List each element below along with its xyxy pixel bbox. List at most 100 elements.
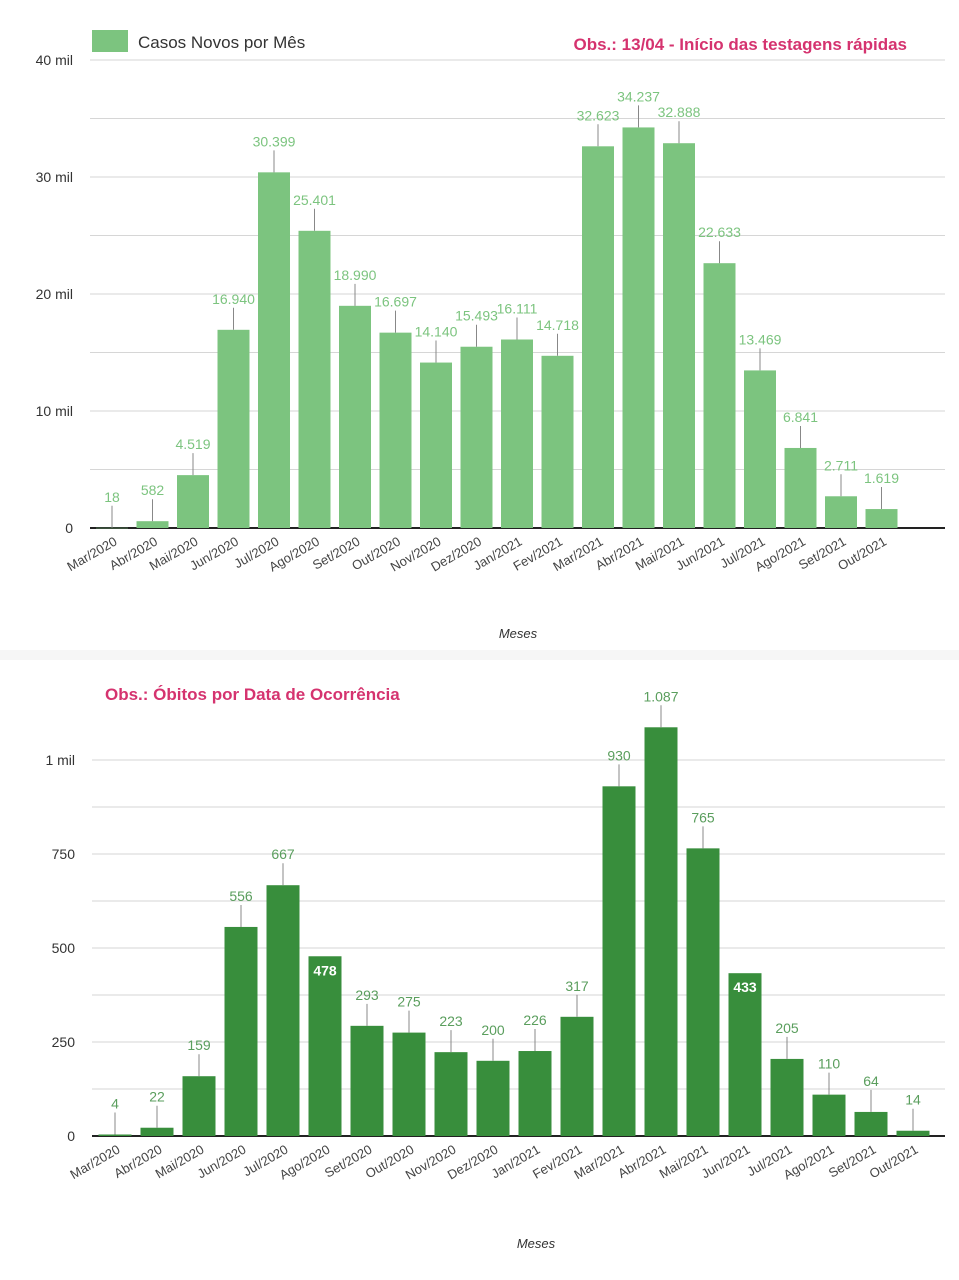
data-label: 16.111 [497,301,538,317]
y-tick-label: 10 mil [36,403,73,419]
deaths-chart-panel: Obs.: Óbitos por Data de Ocorrência 0 250… [0,660,959,1280]
data-label: 14.140 [415,324,458,340]
y-tick-label: 40 mil [36,52,73,68]
data-label: 25.401 [293,192,336,208]
bar[interactable] [182,1076,216,1136]
y-tick-label: 30 mil [36,169,73,185]
data-label: 2.711 [824,457,858,473]
data-label: 6.841 [783,409,818,425]
bar[interactable] [686,848,720,1136]
legend-label: Casos Novos por Mês [138,33,305,52]
y-tick-label: 250 [52,1034,76,1050]
bar[interactable] [784,447,817,528]
bar[interactable] [663,143,695,529]
y-tick-label: 1 mil [45,752,75,768]
data-label: 34.237 [617,88,660,104]
cases-chart-panel: Casos Novos por Mês Obs.: 13/04 - Início… [35,30,945,641]
bar[interactable] [308,956,342,1136]
data-label: 205 [775,1020,799,1036]
bar[interactable] [379,332,412,528]
bar[interactable] [460,346,493,528]
data-label: 1.087 [643,688,678,704]
bar[interactable] [744,370,776,528]
bar[interactable] [865,509,898,528]
data-label: 14.718 [536,317,579,333]
bar[interactable] [350,1025,384,1136]
bar[interactable] [825,496,857,528]
data-label: 765 [691,809,715,825]
data-label: 22 [149,1089,165,1105]
bar[interactable] [434,1052,468,1136]
x-tick-label: Mar/2020 [67,1142,122,1182]
bar[interactable] [703,263,736,528]
bar[interactable] [217,329,250,528]
bar[interactable] [518,1051,552,1136]
cases-chart: Casos Novos por Mês Obs.: 13/04 - Início… [36,30,945,641]
x-tick-label: Out/2021 [867,1142,921,1182]
y-tick-label: 0 [65,520,73,536]
bar[interactable] [896,1130,930,1136]
y-tick-label: 20 mil [36,286,73,302]
bar[interactable] [258,172,290,528]
bar[interactable] [224,926,258,1136]
data-label: 14 [905,1092,921,1108]
bar[interactable] [420,362,452,528]
data-label: 667 [271,846,295,862]
data-label: 22.633 [698,224,741,240]
data-label: 13.469 [739,331,782,347]
bar[interactable] [266,885,300,1136]
x-axis-title: Meses [517,1236,556,1251]
data-label: 478 [313,962,337,978]
data-label: 200 [481,1022,505,1038]
x-tick-label: Jun/2021 [699,1142,753,1182]
bar[interactable] [177,475,209,528]
data-label: 275 [397,994,421,1010]
data-label: 293 [355,987,379,1003]
bar[interactable] [854,1111,888,1136]
data-label: 15.493 [455,308,498,324]
data-label: 159 [187,1037,211,1053]
data-label: 223 [439,1013,463,1029]
data-label: 582 [141,482,165,498]
legend-swatch [92,30,128,52]
bar[interactable] [339,305,371,528]
bar[interactable] [560,1016,594,1136]
bar[interactable] [96,527,128,529]
data-label: 16.940 [212,291,255,307]
data-label: 16.697 [374,294,417,310]
data-label: 433 [733,979,757,995]
bar[interactable] [622,127,655,529]
x-tick-label: Jun/2020 [195,1142,249,1182]
data-label: 18.990 [334,267,377,283]
y-tick-label: 0 [67,1128,75,1144]
bar[interactable] [770,1058,804,1136]
data-label: 30.399 [253,133,296,149]
data-label: 1.619 [864,470,899,486]
bar[interactable] [812,1094,846,1136]
bar[interactable] [501,339,533,528]
chart-annotation: Obs.: Óbitos por Data de Ocorrência [105,685,400,704]
data-label: 32.623 [577,107,620,123]
data-label: 4.519 [175,436,210,452]
bar[interactable] [728,973,762,1136]
data-label: 4 [111,1095,119,1111]
bar[interactable] [602,786,636,1136]
data-label: 226 [523,1012,547,1028]
bar[interactable] [98,1134,132,1136]
bar[interactable] [476,1060,510,1136]
bar[interactable] [541,355,574,528]
panel-divider [0,650,959,660]
y-tick-label: 500 [52,940,76,956]
bar[interactable] [136,521,169,528]
x-axis-title: Meses [499,626,538,641]
chart-annotation: Obs.: 13/04 - Início das testagens rápid… [573,35,907,54]
data-label: 110 [818,1056,841,1072]
bar[interactable] [392,1032,426,1136]
data-label: 317 [565,978,589,994]
bar[interactable] [140,1127,174,1136]
data-label: 64 [863,1073,879,1089]
bar[interactable] [298,230,331,529]
data-label: 556 [229,888,253,904]
bar[interactable] [644,727,678,1136]
bar[interactable] [582,146,614,528]
